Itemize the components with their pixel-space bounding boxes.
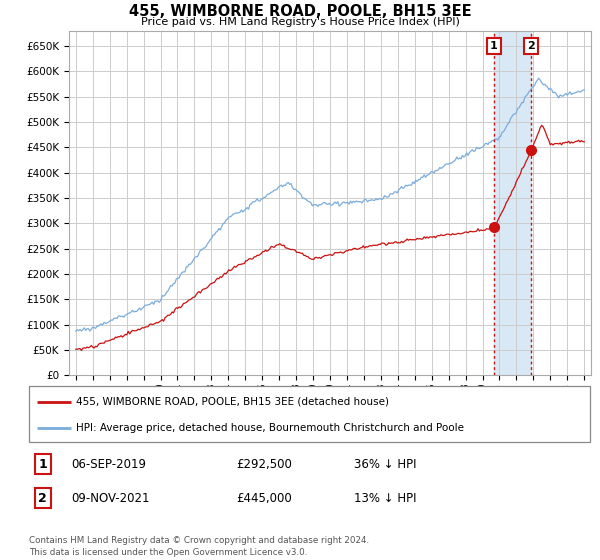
Text: 13% ↓ HPI: 13% ↓ HPI [354, 492, 416, 505]
Text: 2: 2 [38, 492, 47, 505]
Text: 1: 1 [38, 458, 47, 470]
Text: 2: 2 [527, 41, 535, 51]
Text: 36% ↓ HPI: 36% ↓ HPI [354, 458, 416, 470]
Text: 455, WIMBORNE ROAD, POOLE, BH15 3EE: 455, WIMBORNE ROAD, POOLE, BH15 3EE [128, 4, 472, 19]
Text: 09-NOV-2021: 09-NOV-2021 [71, 492, 149, 505]
Text: Contains HM Land Registry data © Crown copyright and database right 2024.
This d: Contains HM Land Registry data © Crown c… [29, 536, 369, 557]
Text: 455, WIMBORNE ROAD, POOLE, BH15 3EE (detached house): 455, WIMBORNE ROAD, POOLE, BH15 3EE (det… [76, 396, 389, 407]
Bar [494, 31, 531, 375]
Text: £292,500: £292,500 [236, 458, 292, 470]
FancyBboxPatch shape [29, 386, 590, 442]
Text: 1: 1 [490, 41, 498, 51]
Text: HPI: Average price, detached house, Bournemouth Christchurch and Poole: HPI: Average price, detached house, Bour… [76, 423, 464, 433]
Text: 06-SEP-2019: 06-SEP-2019 [71, 458, 146, 470]
Text: £445,000: £445,000 [236, 492, 292, 505]
Text: Price paid vs. HM Land Registry's House Price Index (HPI): Price paid vs. HM Land Registry's House … [140, 17, 460, 27]
